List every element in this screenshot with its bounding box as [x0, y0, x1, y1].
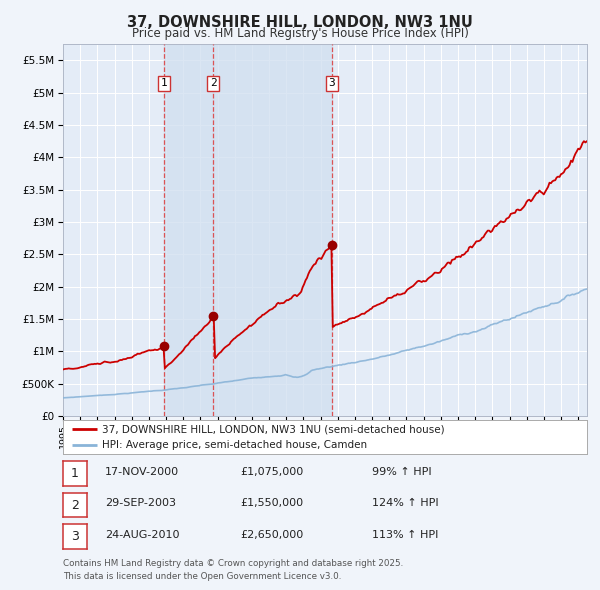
Text: HPI: Average price, semi-detached house, Camden: HPI: Average price, semi-detached house,… [102, 440, 367, 450]
Text: 2: 2 [71, 499, 79, 512]
Text: £1,550,000: £1,550,000 [240, 499, 303, 508]
Text: £2,650,000: £2,650,000 [240, 530, 303, 539]
Text: 1: 1 [161, 78, 167, 88]
Text: 3: 3 [71, 530, 79, 543]
Text: 17-NOV-2000: 17-NOV-2000 [105, 467, 179, 477]
Text: Price paid vs. HM Land Registry's House Price Index (HPI): Price paid vs. HM Land Registry's House … [131, 27, 469, 40]
Text: 113% ↑ HPI: 113% ↑ HPI [372, 530, 439, 539]
Text: 37, DOWNSHIRE HILL, LONDON, NW3 1NU (semi-detached house): 37, DOWNSHIRE HILL, LONDON, NW3 1NU (sem… [102, 424, 445, 434]
Text: 37, DOWNSHIRE HILL, LONDON, NW3 1NU: 37, DOWNSHIRE HILL, LONDON, NW3 1NU [127, 15, 473, 30]
Text: 99% ↑ HPI: 99% ↑ HPI [372, 467, 431, 477]
Text: 24-AUG-2010: 24-AUG-2010 [105, 530, 179, 539]
Text: Contains HM Land Registry data © Crown copyright and database right 2025.
This d: Contains HM Land Registry data © Crown c… [63, 559, 403, 581]
Text: 124% ↑ HPI: 124% ↑ HPI [372, 499, 439, 508]
Text: 29-SEP-2003: 29-SEP-2003 [105, 499, 176, 508]
Text: 3: 3 [328, 78, 335, 88]
Bar [213, 44, 332, 416]
Bar [164, 44, 213, 416]
Text: £1,075,000: £1,075,000 [240, 467, 303, 477]
Text: 2: 2 [210, 78, 217, 88]
Text: 1: 1 [71, 467, 79, 480]
